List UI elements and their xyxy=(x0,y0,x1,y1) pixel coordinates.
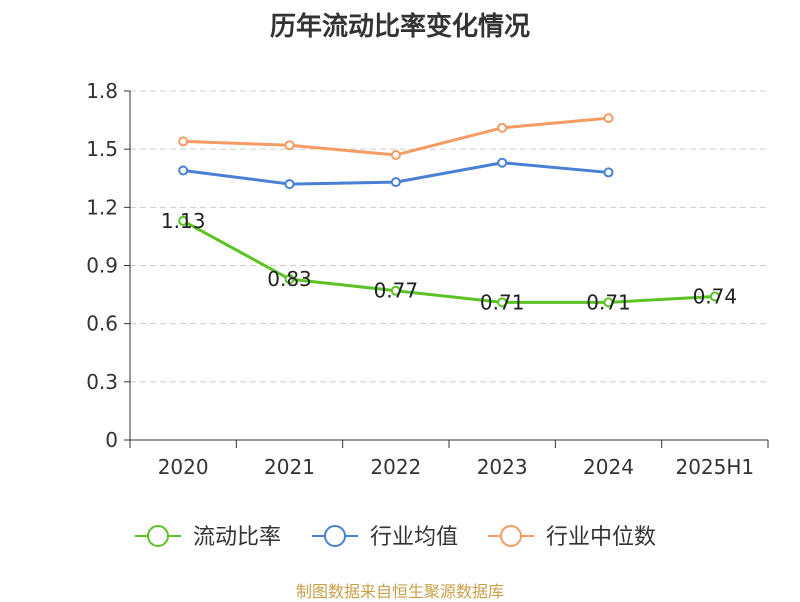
y-tick-label: 1.5 xyxy=(86,137,118,161)
data-label: 1.13 xyxy=(161,209,206,233)
data-point xyxy=(709,291,720,302)
axes: 0 0.3 0.6 0.9 1.2 1.5 1.8 2020 2021 2022 2023 2024 2… xyxy=(86,79,769,479)
data-point xyxy=(284,140,295,151)
data-point xyxy=(284,179,295,190)
data-labels: 1.13 0.83 0.77 0.71 0.71 0.74 xyxy=(161,209,737,314)
legend-label: 行业均值 xyxy=(370,525,458,550)
legend-item: 流动比率 xyxy=(135,525,281,550)
y-tick-label: 0.6 xyxy=(86,312,118,336)
data-point xyxy=(603,297,614,308)
data-point xyxy=(178,136,189,147)
legend-marker-icon xyxy=(147,525,169,547)
data-label: 0.71 xyxy=(586,290,631,314)
legend: 流动比率 行业均值 行业中位数 xyxy=(135,525,656,550)
series-group xyxy=(178,113,720,308)
legend-label: 行业中位数 xyxy=(546,525,656,550)
series-line xyxy=(182,219,715,304)
data-point xyxy=(497,157,508,168)
data-point xyxy=(178,215,189,226)
x-tick-label: 2022 xyxy=(370,455,421,479)
legend-label: 流动比率 xyxy=(193,525,281,550)
data-point xyxy=(178,165,189,176)
y-tick-label: 0.9 xyxy=(86,254,118,278)
legend-item: 行业均值 xyxy=(312,525,458,550)
data-point xyxy=(390,177,401,188)
y-tick-label: 1.2 xyxy=(86,195,118,219)
data-point xyxy=(390,285,401,296)
legend-marker-icon xyxy=(324,525,346,547)
x-tick-label: 2024 xyxy=(583,455,634,479)
data-point xyxy=(497,297,508,308)
y-tick-label: 1.8 xyxy=(86,79,118,103)
data-label: 0.71 xyxy=(480,290,525,314)
grid-lines xyxy=(130,90,768,383)
data-label: 0.74 xyxy=(693,285,738,309)
chart-title: 历年流动比率变化情况 xyxy=(269,12,530,42)
x-tick-label: 2020 xyxy=(158,455,209,479)
x-tick-label: 2025H1 xyxy=(675,455,754,479)
data-label: 0.77 xyxy=(374,279,419,303)
data-point xyxy=(390,149,401,160)
legend-marker-icon xyxy=(500,525,522,547)
y-tick-label: 0.3 xyxy=(86,370,118,394)
source-footer: 制图数据来自恒生聚源数据库 xyxy=(295,582,504,601)
data-point xyxy=(497,122,508,133)
y-tick-label: 0 xyxy=(105,428,118,452)
legend-item: 行业中位数 xyxy=(488,525,656,550)
x-tick-label: 2023 xyxy=(477,455,528,479)
data-point xyxy=(603,113,614,124)
data-point xyxy=(603,167,614,178)
x-tick-label: 2021 xyxy=(264,455,315,479)
data-label: 0.83 xyxy=(267,267,312,291)
data-point xyxy=(284,274,295,285)
